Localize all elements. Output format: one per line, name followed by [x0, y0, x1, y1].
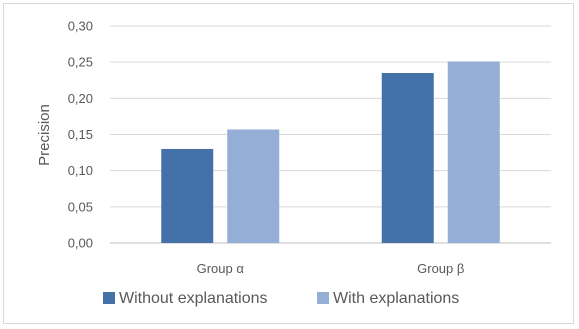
y-tick-label: 0,15 — [68, 127, 93, 142]
legend-label: Without explanations — [119, 290, 268, 307]
y-tick-labels: 0,00 0,05 0,10 0,15 0,20 0,25 0,30 — [68, 19, 93, 251]
bar-without-explanations — [161, 148, 214, 243]
y-tick-label: 0,30 — [68, 19, 93, 34]
bar-with-explanations — [227, 129, 280, 243]
y-tick-label: 0,25 — [68, 55, 93, 70]
bars — [161, 61, 500, 244]
y-axis-label: Precision — [36, 104, 53, 166]
x-category-labels: Group α Group β — [197, 261, 465, 276]
y-tick-label: 0,10 — [68, 163, 93, 178]
legend-swatch — [317, 292, 329, 304]
bar-without-explanations — [381, 73, 434, 244]
legend: Without explanations With explanations — [103, 290, 459, 307]
legend-swatch — [103, 292, 115, 304]
y-tick-label: 0,20 — [68, 91, 93, 106]
x-category-label: Group α — [197, 261, 245, 276]
legend-label: With explanations — [333, 290, 459, 307]
y-tick-label: 0,00 — [68, 236, 93, 251]
x-category-label: Group β — [417, 261, 464, 276]
y-tick-label: 0,05 — [68, 199, 93, 214]
bar-with-explanations — [447, 61, 500, 244]
